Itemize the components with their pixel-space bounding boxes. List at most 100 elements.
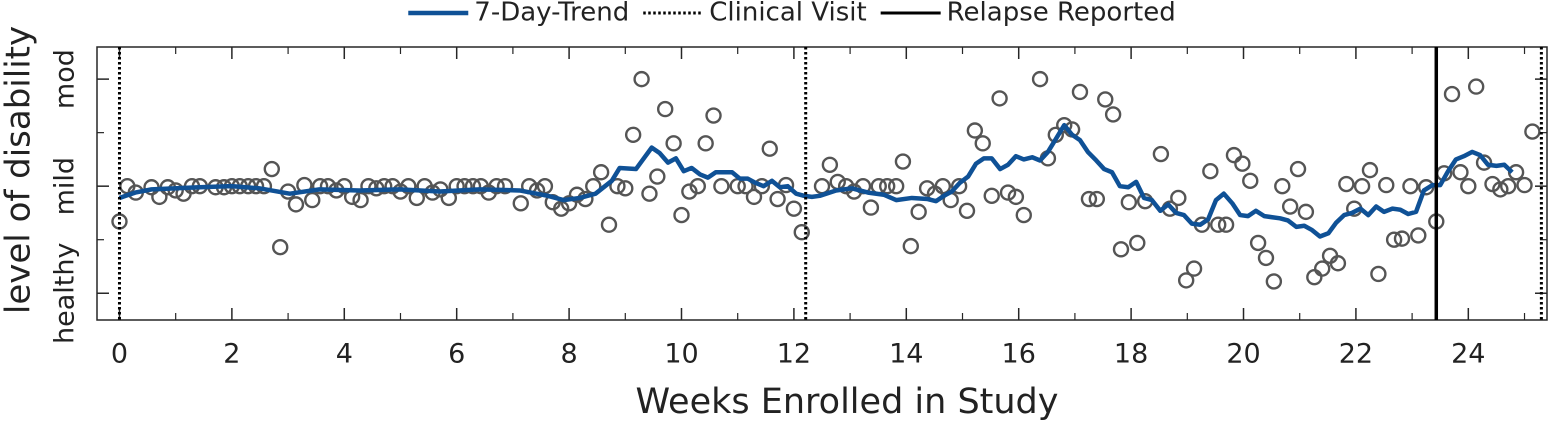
x-tick-label: 0 [111,339,128,370]
data-point [1297,203,1315,221]
data-point [950,177,968,195]
data-point [336,177,353,195]
x-tick-label: 6 [448,339,465,370]
data-point [1217,216,1235,233]
data-point [400,177,417,195]
data-point [592,164,610,181]
data-point [769,190,786,208]
data-point [609,177,626,195]
data-point [910,203,927,221]
data-point [665,135,682,152]
data-point [1185,260,1203,277]
data-point [887,177,905,195]
data-point [617,180,634,197]
data-point [1338,175,1355,193]
data-point [1202,162,1219,180]
data-point [1467,78,1485,95]
y-tick-label: mod [50,49,81,109]
data-point [1097,91,1114,108]
x-tick-label: 20 [1226,339,1260,370]
data-point [1410,227,1427,244]
data-point [1492,181,1509,198]
data-point [304,191,321,209]
data-point [1274,177,1291,195]
plot-frame [96,46,1548,321]
data-point [1257,249,1275,267]
data-point [633,70,650,88]
data-point [1460,177,1477,195]
data-point [456,177,473,195]
data-point [1378,176,1395,194]
data-point [1370,265,1387,283]
data-point [1313,260,1331,277]
x-tick-label: 8 [560,339,577,370]
data-point [1353,177,1371,195]
data-point [375,177,393,195]
legend-label: 7-Day-Trend [474,0,629,28]
data-point [1071,83,1089,101]
data-point [713,177,730,195]
data-point [793,224,810,241]
data-point [974,135,991,152]
data-point [1524,123,1541,140]
data-point [689,177,706,195]
legend-label: Relapse Reported [947,0,1176,28]
data-point [862,199,880,216]
data-point [319,177,337,195]
data-point [111,213,128,230]
data-point [448,177,465,195]
data-point [1329,255,1347,272]
data-point [1475,154,1493,171]
data-point [263,160,280,178]
legend: 7-Day-Trend Clinical Visit Relapse Reporte… [408,0,1176,28]
data-point [1234,155,1251,172]
x-tick-label: 14 [889,339,923,370]
data-point [1088,190,1106,208]
data-point [1031,70,1049,88]
data-point [1170,189,1187,207]
trend-line [118,122,1514,239]
data-point [785,200,803,217]
data-point [1015,206,1032,224]
x-tick-label: 4 [336,339,353,370]
x-tick-label: 2 [223,339,240,370]
data-point [1056,116,1073,134]
data-point [813,177,831,195]
data-point [991,90,1008,107]
data-point [1152,145,1170,163]
data-point [761,140,778,157]
data-point [1112,241,1130,258]
data-point [1242,172,1259,190]
data-point [1402,177,1419,195]
data-point [673,206,690,224]
y-tick-label: healthy [50,242,81,343]
data-point [966,122,984,139]
data-point [1120,194,1138,211]
data-point [1210,216,1227,233]
data-point [649,168,666,185]
data-point [1385,231,1403,248]
y-tick-label: mild [50,157,81,215]
data-point [1393,230,1411,247]
data-point [488,177,505,195]
data-point [1249,234,1267,252]
data-point [697,135,714,152]
data-point [1265,273,1283,290]
data-point [624,126,642,143]
data-point [958,202,976,220]
data-point [464,177,482,195]
data-point [641,185,658,202]
data-point [1289,160,1307,178]
data-point [1177,272,1195,289]
data-point [983,187,1000,205]
data-point [1500,177,1517,195]
data-point [829,173,846,191]
x-tick-label: 18 [1114,339,1148,370]
x-tick-label: 10 [664,339,698,370]
data-point [352,191,369,209]
data-point [496,177,514,195]
data-point [1306,268,1323,286]
data-point [1516,176,1533,194]
data-point [753,177,771,195]
